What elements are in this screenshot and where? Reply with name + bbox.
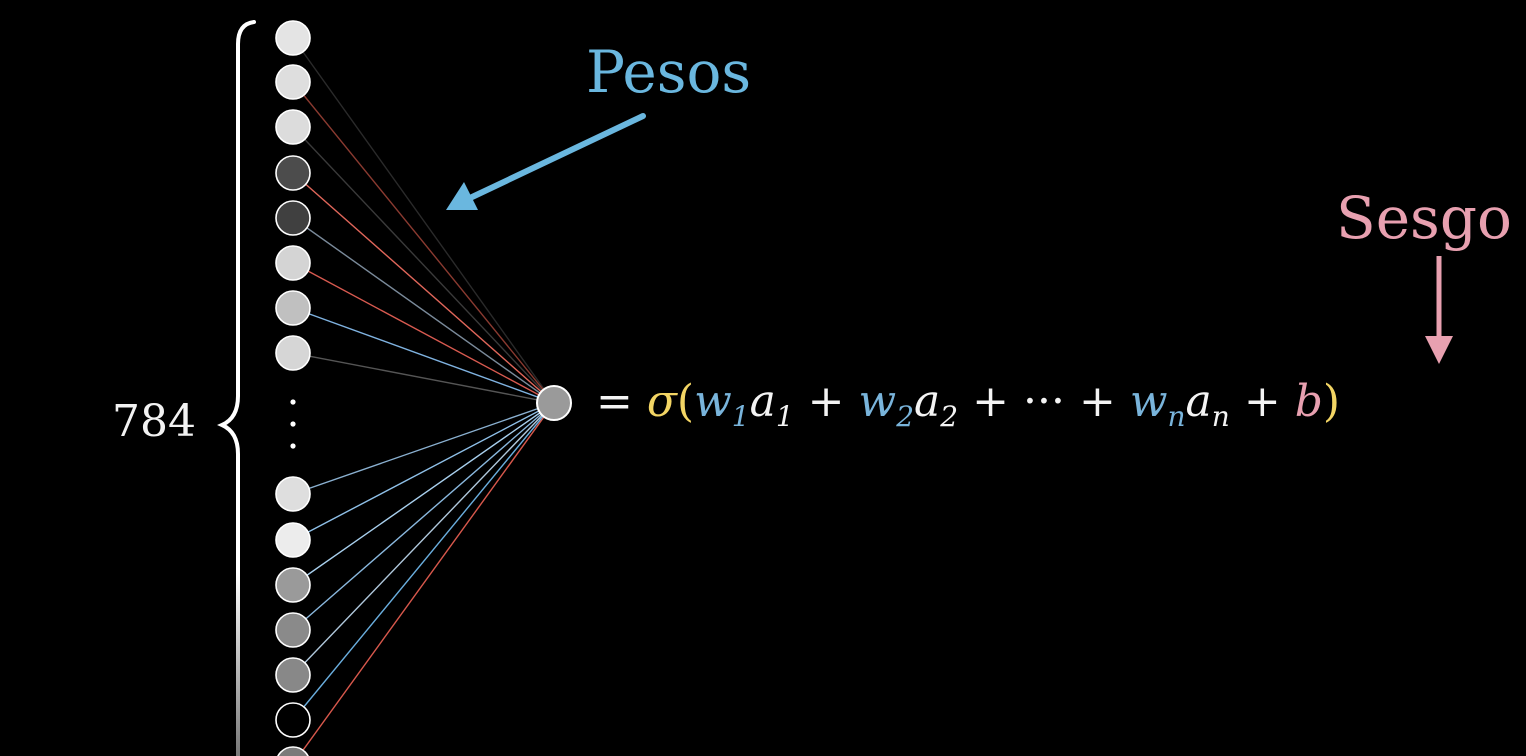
weight-1-index: 1: [731, 400, 750, 433]
ellipsis: ···: [1022, 376, 1065, 427]
sigmoid-symbol: σ: [646, 376, 677, 427]
weight-line: [292, 402, 555, 495]
input-neuron: [275, 335, 311, 371]
weight-line: [292, 217, 555, 404]
weight-line: [292, 402, 555, 631]
activation-1: a: [749, 376, 776, 427]
weight-line: [292, 126, 555, 404]
weight-line: [292, 81, 555, 404]
input-neuron: [275, 657, 311, 693]
weight-line: [292, 307, 555, 404]
bias-arrow: [1425, 256, 1453, 364]
equals-sign: =: [596, 376, 633, 427]
input-neuron: [275, 702, 311, 738]
vertical-ellipsis: [290, 399, 296, 449]
activation-equation: = σ(w1a1 + w2a2 + ··· + wnan + b): [596, 376, 1340, 433]
plus-sign: +: [807, 376, 845, 427]
weight-line: [292, 402, 555, 541]
weight-line: [297, 402, 555, 756]
output-neuron: [536, 385, 572, 421]
weight-connections: [292, 37, 555, 756]
weight-line: [292, 262, 555, 404]
input-neuron: [275, 200, 311, 236]
input-neuron: [275, 245, 311, 281]
weight-line: [292, 172, 555, 404]
plus-sign: +: [1078, 376, 1116, 427]
open-paren: (: [676, 376, 695, 427]
weight-line: [292, 352, 555, 404]
plus-sign: +: [972, 376, 1009, 427]
weight-line: [292, 37, 555, 404]
activation-2-index: 2: [940, 400, 959, 433]
curly-brace: [217, 20, 256, 756]
input-neuron: [277, 746, 309, 756]
input-layer: [275, 20, 311, 756]
activation-n-index: n: [1211, 400, 1230, 433]
weights-label: Pesos: [586, 38, 752, 106]
input-neuron: [275, 109, 311, 145]
input-neuron: [275, 567, 311, 603]
input-neuron: [275, 522, 311, 558]
weight-line: [292, 402, 555, 721]
activation-2: a: [914, 376, 941, 427]
close-paren: ): [1322, 376, 1341, 427]
input-neuron: [275, 290, 311, 326]
weights-arrow: [446, 113, 646, 210]
weight-line: [292, 402, 555, 586]
bias-term: b: [1294, 376, 1323, 427]
input-neuron: [275, 155, 311, 191]
weight-2: w: [858, 376, 897, 427]
plus-sign: +: [1243, 376, 1281, 427]
weight-2-index: 2: [896, 400, 915, 433]
weight-1: w: [694, 376, 732, 427]
input-count-label: 784: [112, 396, 196, 447]
weight-n-index: n: [1167, 400, 1186, 433]
weight-n: w: [1129, 376, 1168, 427]
weight-line: [292, 402, 555, 676]
input-neuron: [275, 64, 311, 100]
activation-n: a: [1185, 376, 1212, 427]
input-neuron: [275, 476, 311, 512]
input-neuron: [275, 612, 311, 648]
activation-1-index: 1: [775, 400, 794, 433]
input-neuron: [275, 20, 311, 56]
bias-label: Sesgo: [1336, 184, 1512, 252]
